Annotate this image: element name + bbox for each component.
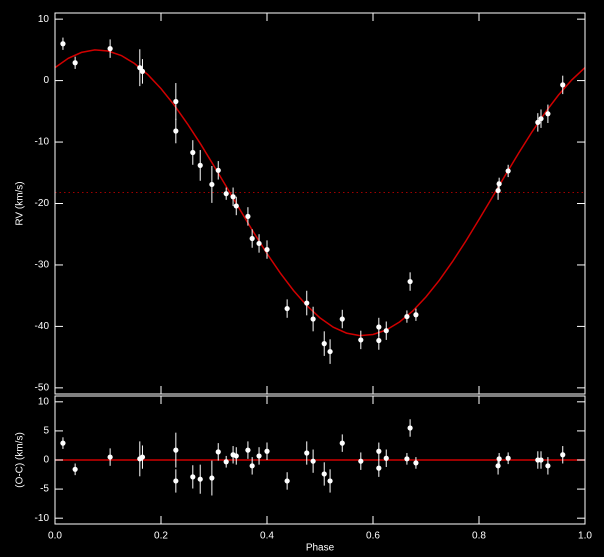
data-point: [223, 191, 229, 197]
data-point: [327, 478, 333, 484]
x-tick-label: 0.6: [366, 531, 380, 542]
data-point: [404, 456, 410, 462]
data-point: [505, 455, 511, 461]
data-point: [215, 167, 221, 173]
data-point: [215, 449, 221, 455]
data-point: [495, 187, 501, 194]
y-axis-title: (O-C) (km/s): [15, 432, 26, 488]
data-point: [209, 181, 215, 188]
y-tick-label: -30: [35, 260, 50, 271]
y-tick-label: -50: [35, 382, 50, 393]
data-point: [284, 305, 290, 312]
y-tick-label: 10: [38, 396, 50, 407]
data-point: [256, 240, 262, 247]
plot-frame: [54, 12, 586, 395]
data-point: [496, 181, 502, 187]
data-point: [545, 463, 551, 469]
data-point: [339, 440, 345, 446]
data-point: [383, 328, 389, 334]
data-point: [60, 41, 66, 47]
data-point: [245, 447, 251, 453]
data-point: [190, 474, 196, 480]
data-point: [560, 82, 566, 88]
data-point: [209, 475, 215, 481]
x-axis-title: Phase: [306, 543, 335, 554]
data-point: [107, 454, 113, 460]
data-point: [321, 341, 327, 347]
y-tick-label: -10: [35, 513, 50, 524]
data-point: [304, 300, 310, 306]
data-point: [223, 459, 229, 465]
data-point: [358, 458, 364, 464]
data-point: [407, 425, 413, 431]
data-point: [376, 324, 382, 330]
y-tick-label: 5: [43, 426, 49, 437]
data-point: [264, 448, 270, 454]
data-point: [137, 65, 143, 71]
data-point: [72, 466, 78, 472]
data-point: [107, 46, 113, 52]
x-tick-label: 0.4: [260, 531, 274, 542]
data-point: [173, 98, 179, 105]
data-point: [358, 337, 364, 343]
data-point: [538, 116, 544, 122]
data-point: [139, 68, 146, 74]
x-tick-label: 0.2: [154, 531, 168, 542]
data-point: [197, 476, 203, 482]
data-point: [284, 478, 290, 484]
data-point: [505, 168, 511, 174]
data-point: [535, 119, 541, 125]
y-tick-label: 0: [43, 455, 49, 466]
data-point: [413, 312, 419, 318]
data-point: [256, 453, 262, 459]
data-point: [249, 235, 255, 242]
y-tick-label: 10: [38, 14, 50, 25]
data-point: [321, 471, 327, 477]
data-point: [230, 194, 236, 200]
data-point: [173, 447, 179, 453]
data-point: [404, 313, 410, 320]
data-point: [72, 60, 78, 66]
data-point: [327, 348, 333, 355]
x-tick-label: 1.0: [578, 531, 592, 542]
data-point: [304, 450, 310, 456]
y-tick-label: 0: [43, 75, 49, 86]
y-tick-label: -5: [40, 484, 49, 495]
data-point: [538, 457, 544, 463]
data-point: [310, 458, 316, 464]
data-point: [197, 162, 203, 168]
data-point: [496, 456, 502, 462]
data-point: [383, 455, 389, 461]
data-point: [233, 203, 239, 209]
y-tick-label: -40: [35, 321, 50, 332]
data-point: [376, 448, 382, 454]
data-point: [495, 463, 501, 469]
data-point: [310, 316, 316, 322]
y-axis-title: RV (km/s): [15, 181, 26, 225]
data-point: [190, 149, 196, 156]
data-point: [545, 111, 551, 117]
y-tick-label: -20: [35, 198, 50, 209]
data-point: [139, 454, 146, 460]
data-point: [173, 128, 179, 134]
data-point: [233, 453, 239, 459]
data-point: [413, 460, 419, 466]
data-point: [339, 316, 345, 322]
data-point: [173, 478, 179, 484]
data-point: [60, 440, 66, 446]
x-tick-label: 0.0: [48, 531, 62, 542]
data-point: [249, 463, 255, 469]
x-tick-label: 0.8: [472, 531, 486, 542]
data-point: [560, 452, 566, 458]
data-point: [407, 278, 413, 285]
y-tick-label: -10: [35, 137, 50, 148]
data-point: [376, 337, 382, 344]
data-point: [376, 465, 382, 471]
data-point: [264, 246, 270, 253]
data-point: [245, 213, 251, 220]
